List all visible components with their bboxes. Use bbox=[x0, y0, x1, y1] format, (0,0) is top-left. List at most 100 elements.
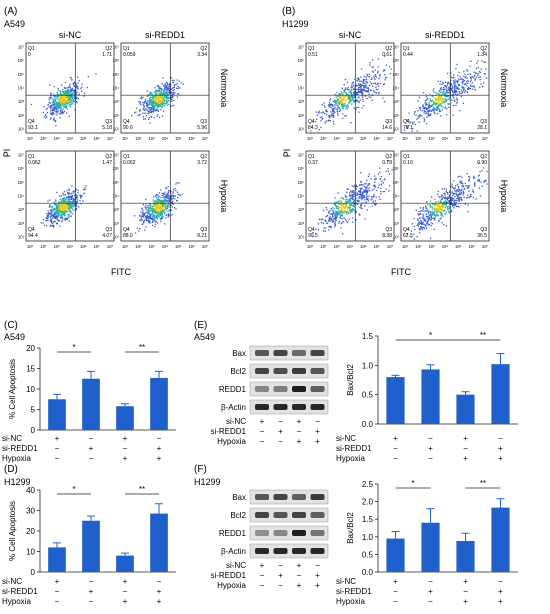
flow-dot bbox=[54, 120, 57, 123]
flow-dot bbox=[168, 92, 170, 95]
flow-dot bbox=[148, 103, 151, 105]
flow-dot bbox=[334, 104, 336, 107]
flow-dot bbox=[161, 217, 164, 219]
flow-dot bbox=[168, 209, 170, 211]
flow-dot bbox=[65, 210, 68, 212]
flow-dot bbox=[478, 174, 480, 176]
flow-dot bbox=[351, 197, 353, 199]
flow-dot bbox=[473, 74, 476, 76]
flow-dot bbox=[451, 89, 453, 91]
flow-dot bbox=[380, 187, 382, 189]
flow-dot bbox=[453, 193, 455, 195]
flow-dot bbox=[70, 94, 72, 96]
flow-dot bbox=[159, 109, 161, 111]
flow-dot bbox=[362, 89, 364, 92]
flow-dot bbox=[164, 91, 166, 94]
flow-dot bbox=[383, 83, 386, 85]
treatment-sign: + bbox=[315, 571, 320, 580]
flow-dot bbox=[338, 102, 340, 104]
flow-dot bbox=[409, 122, 411, 124]
flow-dot bbox=[362, 78, 365, 81]
flow-dot bbox=[349, 195, 351, 197]
flow-dot bbox=[346, 208, 349, 211]
flow-dot bbox=[442, 210, 445, 212]
flow-dot bbox=[345, 200, 347, 202]
flow-dot bbox=[344, 206, 346, 208]
flow-dot bbox=[140, 211, 142, 213]
flow-dot bbox=[45, 113, 47, 116]
flow-dot bbox=[152, 199, 154, 201]
flow-dot bbox=[324, 230, 327, 232]
treatment-sign: − bbox=[297, 571, 302, 580]
flow-dot bbox=[460, 78, 462, 80]
flow-dot bbox=[362, 105, 365, 107]
flow-dot bbox=[164, 94, 166, 96]
flow-dot bbox=[148, 100, 151, 102]
flow-dot bbox=[417, 213, 419, 215]
flow-dot bbox=[332, 113, 334, 115]
flow-dot bbox=[429, 109, 431, 111]
flow-dot bbox=[478, 162, 480, 164]
flow-dot bbox=[56, 205, 58, 207]
flow-dot bbox=[51, 209, 53, 211]
flow-dot bbox=[328, 117, 331, 119]
flow-dot bbox=[57, 211, 60, 213]
flow-dot bbox=[160, 189, 162, 191]
flow-dot bbox=[430, 113, 432, 115]
flow-dot bbox=[331, 213, 333, 216]
flow-dot bbox=[429, 211, 432, 213]
flow-dot bbox=[68, 102, 70, 104]
flow-dot bbox=[452, 91, 454, 93]
flow-dot bbox=[353, 91, 355, 93]
flow-dot bbox=[471, 76, 473, 78]
flow-dot bbox=[57, 102, 59, 104]
flow-col-label: si-REDD1 bbox=[145, 30, 185, 40]
flow-dot bbox=[154, 200, 156, 202]
flow-dot bbox=[403, 129, 406, 131]
flow-dot bbox=[357, 200, 360, 203]
flow-dot bbox=[144, 215, 147, 217]
flow-dot bbox=[440, 104, 442, 106]
y-tick-label: 0 bbox=[31, 426, 36, 435]
flow-dot bbox=[159, 200, 161, 202]
y-tick-label: 2.0 bbox=[362, 498, 374, 507]
flow-dot bbox=[60, 201, 62, 203]
flow-dot bbox=[167, 204, 169, 206]
flow-dot bbox=[445, 201, 447, 204]
flow-dot bbox=[432, 203, 434, 205]
flow-dot bbox=[167, 95, 169, 97]
flow-dot bbox=[433, 228, 435, 230]
flow-ylabel: PI bbox=[282, 149, 292, 158]
flow-dot bbox=[60, 199, 62, 201]
flow-dot bbox=[420, 225, 422, 228]
y-tick-label: 10¹ bbox=[113, 127, 120, 132]
flow-dot bbox=[59, 117, 61, 119]
flow-dot bbox=[441, 91, 443, 93]
treatment-sign: − bbox=[55, 597, 60, 606]
flow-dot bbox=[344, 194, 347, 197]
flow-dot bbox=[352, 191, 355, 193]
x-tick-label: 10⁷ bbox=[387, 244, 394, 249]
flow-dot bbox=[468, 178, 470, 180]
flow-dot bbox=[440, 89, 442, 91]
flow-dot bbox=[366, 179, 368, 182]
flow-dot bbox=[63, 207, 65, 209]
flow-dot bbox=[72, 101, 74, 103]
y-tick-label: 10⁵ bbox=[113, 72, 120, 77]
flow-dot bbox=[456, 189, 458, 192]
flow-dot bbox=[67, 195, 69, 197]
flow-dot bbox=[349, 211, 352, 213]
flow-dot bbox=[329, 120, 331, 122]
flow-dot bbox=[366, 191, 369, 193]
flow-dot bbox=[71, 195, 73, 198]
flow-dot bbox=[439, 88, 442, 90]
flow-dot bbox=[153, 210, 156, 212]
flow-dot bbox=[343, 102, 345, 105]
flow-dot bbox=[60, 210, 62, 213]
flow-dot bbox=[66, 93, 68, 95]
quadrant-name-q2: Q2 bbox=[480, 46, 487, 52]
flow-dot bbox=[153, 102, 156, 104]
flow-dot bbox=[349, 207, 351, 210]
flow-dot bbox=[344, 95, 346, 98]
flow-a-cell-line: A549 bbox=[4, 19, 25, 29]
